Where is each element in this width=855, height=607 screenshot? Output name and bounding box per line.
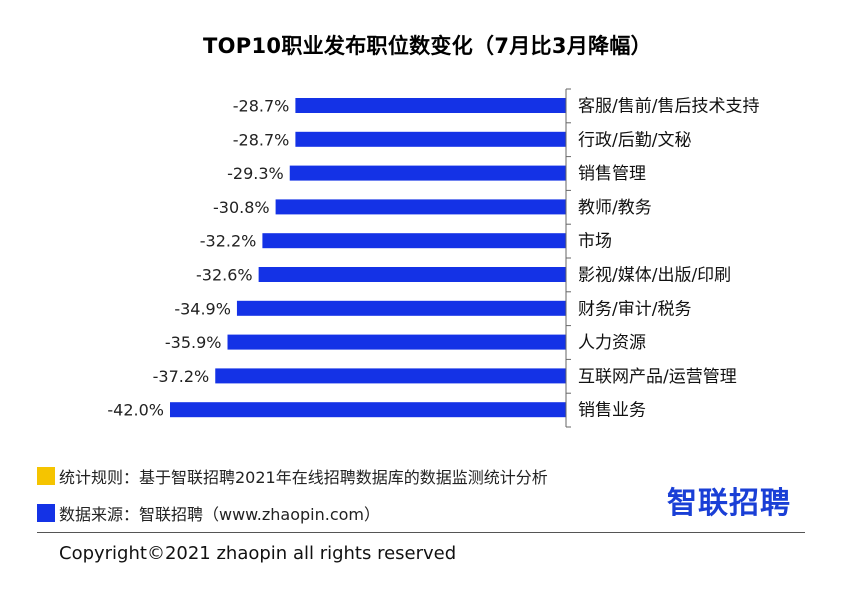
copyright-text: Copyright©2021 zhaopin all rights reserv… xyxy=(59,543,457,564)
value-label-3: -29.3% xyxy=(227,164,284,183)
chart-title: TOP10职业发布职位数变化（7月比3月降幅） xyxy=(203,34,652,58)
footer-divider xyxy=(37,532,805,533)
bar-9 xyxy=(215,368,566,384)
value-label-2: -28.7% xyxy=(233,130,290,149)
value-label-9: -37.2% xyxy=(153,367,210,386)
value-label-1: -28.7% xyxy=(233,97,290,116)
value-label-8: -35.9% xyxy=(165,333,222,352)
category-label-3: 销售管理 xyxy=(578,164,646,184)
category-label-4: 教师/教务 xyxy=(578,198,652,218)
category-label-10: 销售业务 xyxy=(578,401,646,421)
bar-chart: -28.7% 客服/售前/售后技术支持 -28.7% 行政/后勤/文秘 -29.3% 销售… xyxy=(107,88,759,428)
category-label-9: 互联网产品/运营管理 xyxy=(578,367,737,387)
legend-item-rule: 统计规则：基于智联招聘2021年在线招聘数据库的数据监测统计分析 xyxy=(37,465,548,487)
bar-8 xyxy=(227,334,566,350)
category-label-6: 影视/媒体/出版/印刷 xyxy=(578,266,731,286)
category-label-1: 客服/售前/售后技术支持 xyxy=(578,97,759,117)
bar-6 xyxy=(258,267,566,282)
value-label-5: -32.2% xyxy=(200,232,257,251)
legend-text-rule: 统计规则：基于智联招聘2021年在线招聘数据库的数据监测统计分析 xyxy=(59,468,548,487)
legend-text-source: 数据来源：智联招聘（www.zhaopin.com） xyxy=(59,505,381,524)
value-label-4: -30.8% xyxy=(213,198,270,217)
category-label-8: 人力资源 xyxy=(578,333,646,353)
bar-4 xyxy=(275,199,566,215)
bar-2 xyxy=(295,131,566,147)
category-label-5: 市场 xyxy=(578,232,612,252)
legend-swatch-yellow xyxy=(37,467,55,485)
bar-5 xyxy=(262,233,566,249)
category-label-7: 财务/审计/税务 xyxy=(578,299,691,319)
value-label-10: -42.0% xyxy=(107,401,164,420)
category-label-2: 行政/后勤/文秘 xyxy=(578,130,691,150)
value-label-6: -32.6% xyxy=(196,266,253,285)
bar-1 xyxy=(295,98,566,113)
bar-3 xyxy=(289,165,566,181)
value-label-7: -34.9% xyxy=(174,299,231,318)
bar-10 xyxy=(170,402,566,418)
bar-7 xyxy=(236,300,566,316)
legend-swatch-blue xyxy=(37,504,55,522)
zhaopin-logo: 智联招聘 xyxy=(667,486,791,521)
legend-item-source: 数据来源：智联招聘（www.zhaopin.com） xyxy=(37,502,380,524)
